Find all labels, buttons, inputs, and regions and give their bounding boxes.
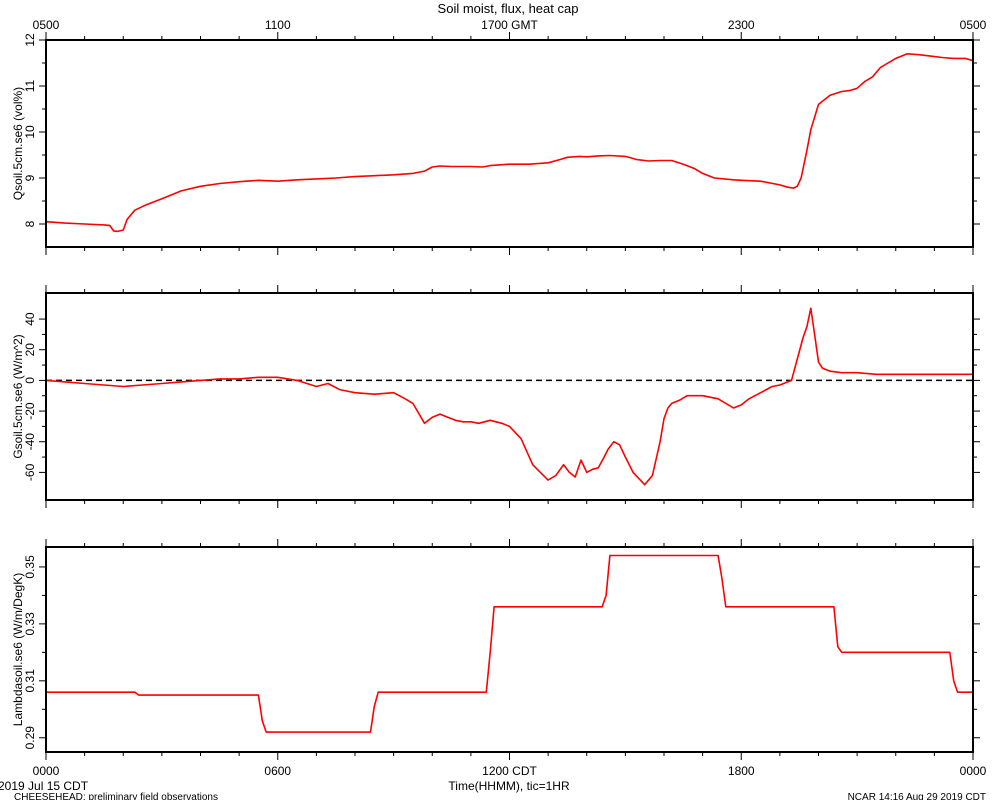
y-tick-label: 9	[23, 174, 37, 181]
thermal-conductivity-line	[46, 554, 973, 733]
y-tick-label: 0.31	[23, 669, 37, 693]
chart-title: Soil moist, flux, heat cap	[438, 1, 579, 16]
soil-moisture-line	[45, 53, 974, 233]
bottom-axis-tick-label: 0000	[33, 764, 60, 778]
y-tick-label: 12	[23, 33, 37, 47]
top-axis-tick-label: 2300	[728, 18, 755, 32]
y-tick-label: 0.35	[23, 555, 37, 579]
y-tick-labels: -60 -40 -20 0 20 40	[23, 312, 37, 481]
top-axis-tick-label: 1100	[265, 18, 291, 32]
y-tick-label: 11	[23, 79, 37, 92]
bottom-axis-tick-label: 0600	[264, 764, 291, 778]
panel-soil-heat-flux: -60 -40 -20 0 20 40 Gsoil.5cm.se6 (W/m^2)	[11, 285, 980, 508]
top-axis-tick-label: 0500	[33, 18, 60, 32]
footer-date: 2019 Jul 15 CDT	[0, 779, 89, 793]
footer-credit: NCAR 14:16 Aug 29 2019 CDT	[848, 792, 986, 800]
y-tick-label: 0.33	[23, 612, 37, 636]
plot-frame	[45, 546, 974, 753]
y-tick-label: 20	[23, 343, 37, 357]
y-tick-label: 0	[23, 377, 37, 384]
y-tick-labels: 0.29 0.31 0.33 0.35	[23, 555, 37, 750]
y-tick-label: 10	[23, 125, 37, 139]
y-tick-label: -60	[23, 463, 37, 481]
bottom-axis-tick-labels: 0000 0600 1200 CDT 1800 0000	[33, 764, 987, 778]
y-tick-label: 8	[23, 220, 37, 227]
y-tick-label: 40	[23, 312, 37, 326]
soil-heat-flux-line	[45, 307, 973, 486]
y-axis-label: Lambdasoil.se6 (W/m/DegK)	[11, 573, 25, 726]
plot-ticks	[39, 32, 980, 255]
top-axis-tick-label: 1700 GMT	[481, 18, 538, 32]
bottom-axis-tick-label: 0000	[960, 764, 987, 778]
plot-frame	[45, 292, 974, 501]
top-axis-tick-labels: 0500 1100 1700 GMT 2300 0500	[33, 18, 987, 32]
plot-ticks	[39, 285, 980, 508]
bottom-axis-tick-label: 1800	[728, 764, 755, 778]
bottom-axis-tick-label: 1200 CDT	[482, 764, 537, 778]
y-tick-label: -40	[23, 433, 37, 451]
plot-frame	[45, 39, 974, 248]
plot-ticks	[39, 539, 980, 760]
top-axis-tick-label: 0500	[960, 18, 987, 32]
y-tick-label: 0.29	[23, 726, 37, 750]
panel-thermal-conductivity: 0.290.310.330.35 0000 0600 1200 CDT 1800 000…	[11, 539, 987, 793]
y-axis-label: Qsoil.5cm.se6 (vol%)	[11, 87, 25, 200]
y-axis-label: Gsoil.5cm.se6 (W/m^2)	[11, 334, 25, 458]
x-axis-label: Time(HHMM), tic=1HR	[448, 779, 570, 793]
footer-project: CHEESEHEAD: preliminary field observatio…	[14, 792, 218, 800]
y-tick-labels: 8 9 10 11 12	[23, 33, 37, 227]
y-tick-label: -20	[23, 402, 37, 420]
panel-soil-moisture: 0500 1100 1700 GMT 2300 0500 8 9 10 11 12 Qsoil.…	[11, 18, 987, 255]
